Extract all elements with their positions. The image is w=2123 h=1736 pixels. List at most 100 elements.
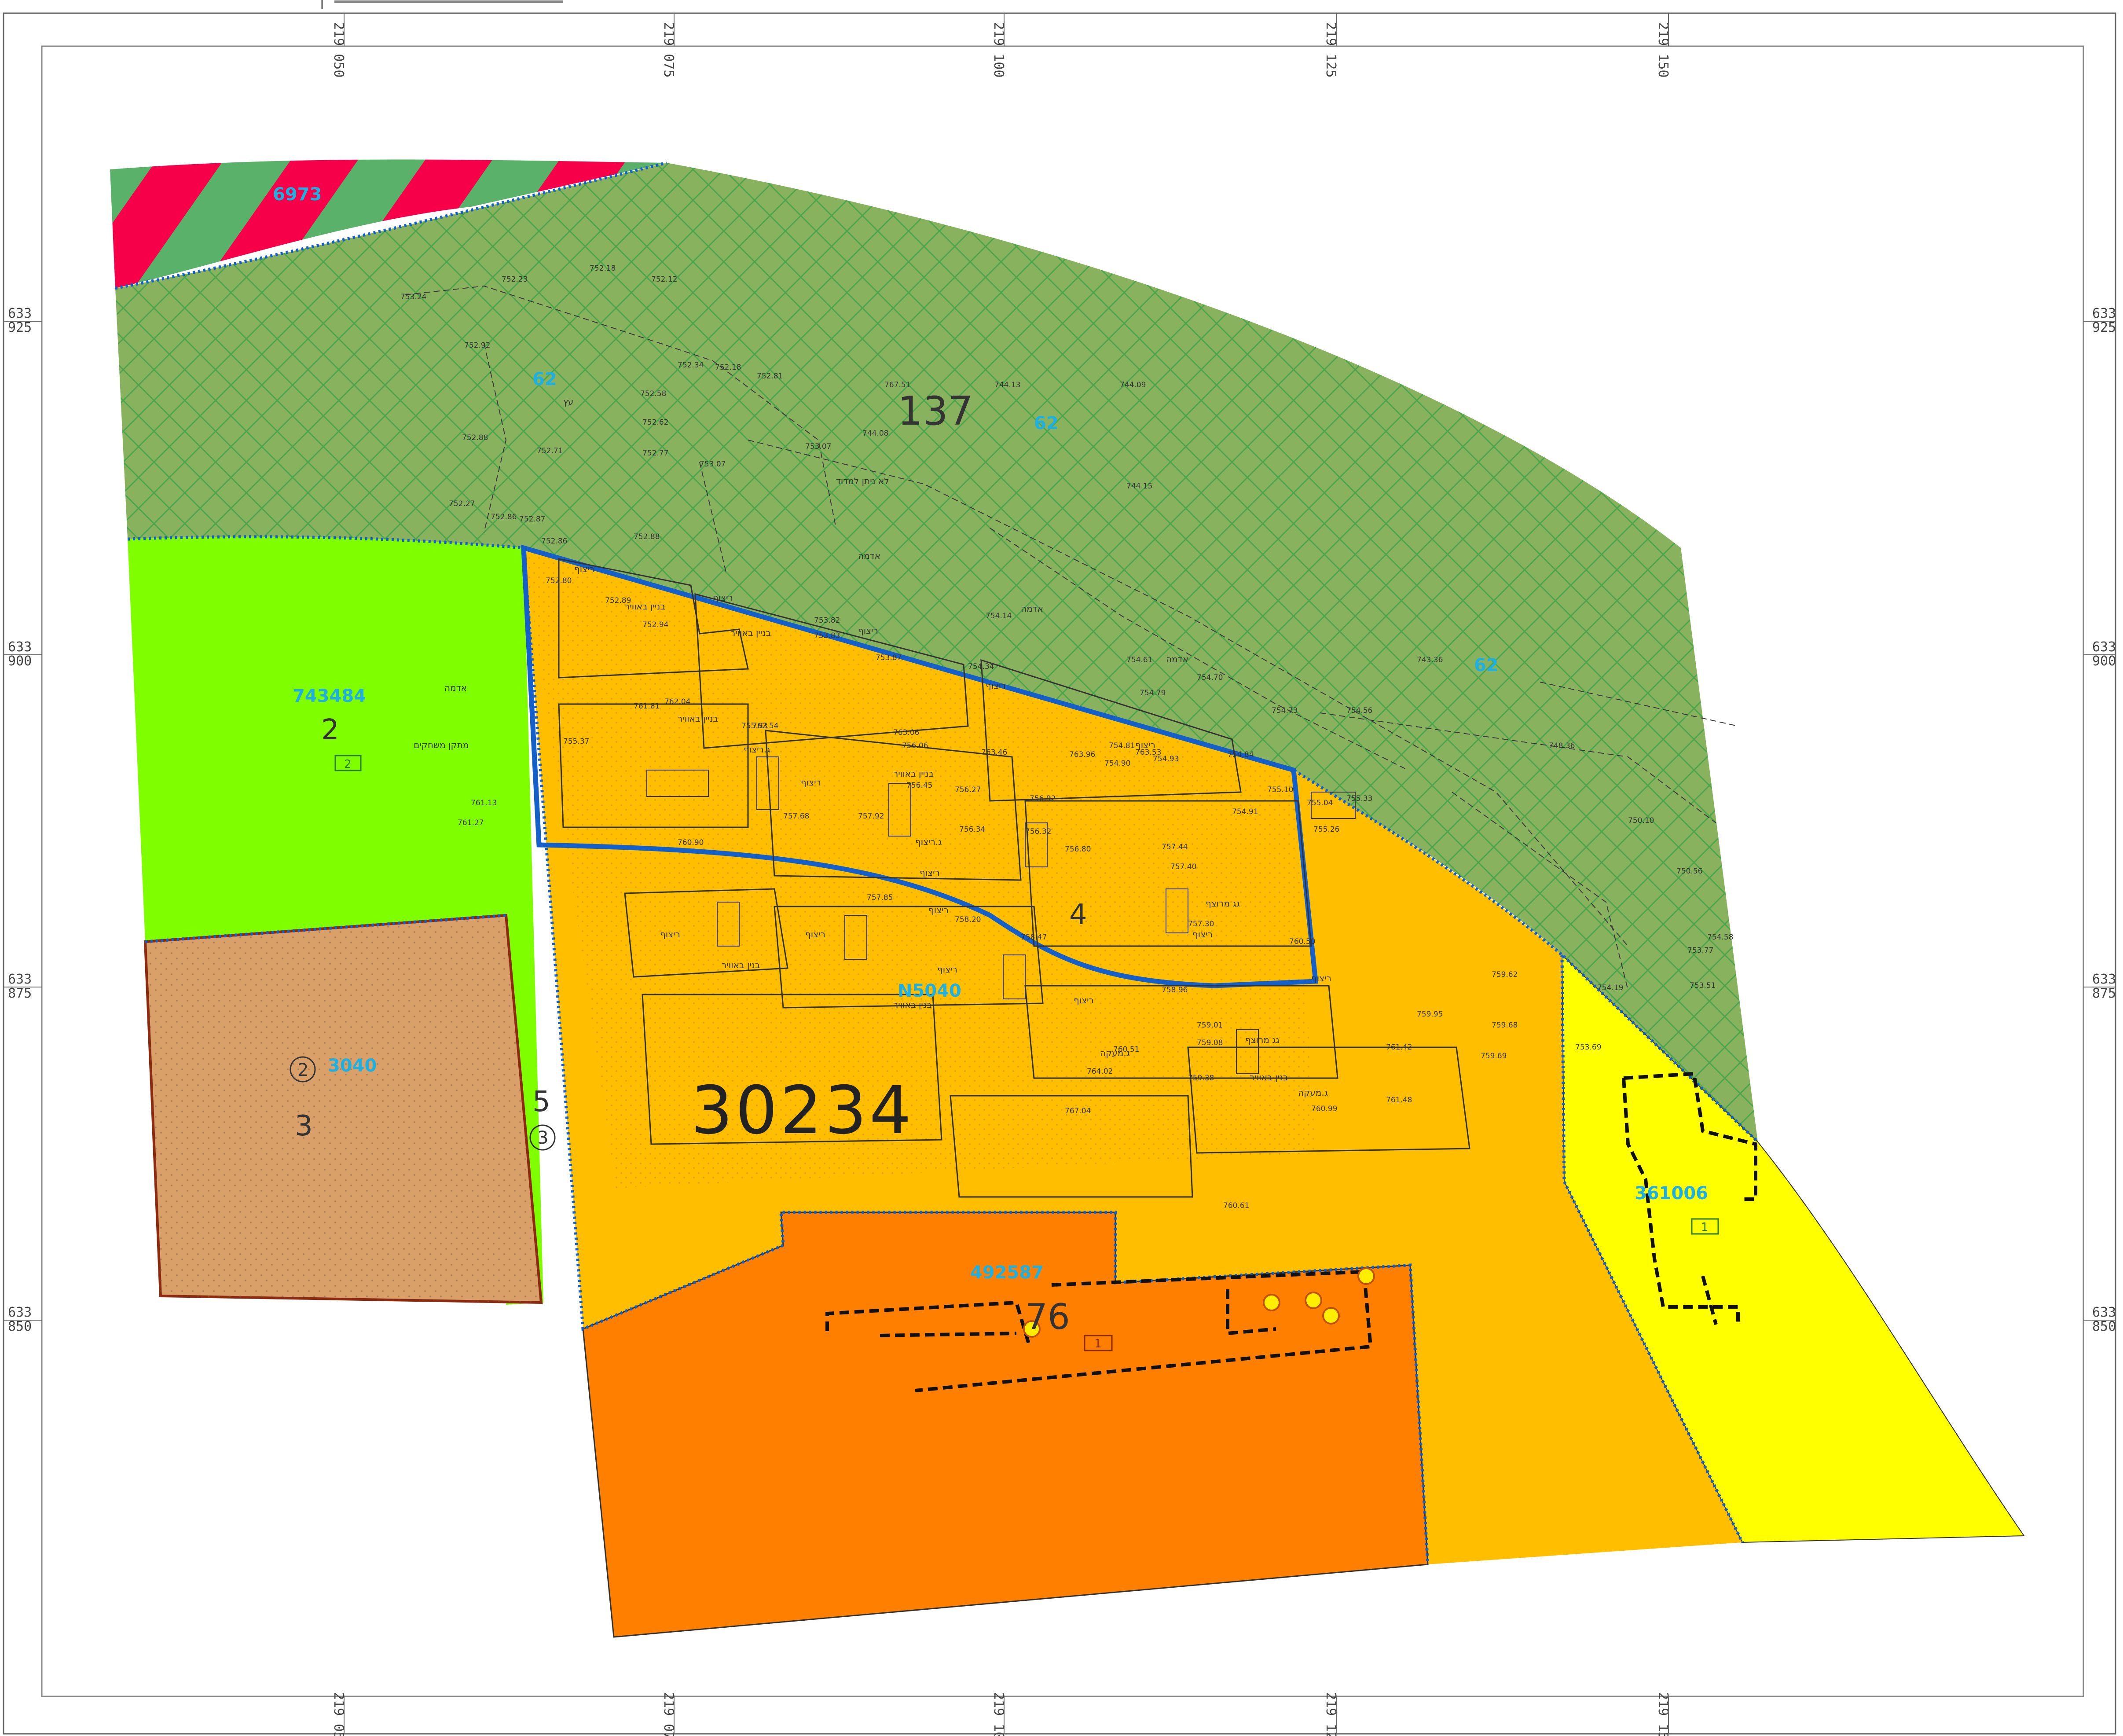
survey-level: 753.69 — [1575, 1043, 1601, 1052]
survey-level: 753.82 — [814, 616, 840, 625]
hebrew-label: ג.מעקה — [1298, 1087, 1328, 1098]
survey-level: 762.54 — [752, 722, 778, 730]
survey-level: 760.61 — [1223, 1201, 1249, 1210]
block-number: 30234 — [691, 1072, 914, 1149]
hebrew-label: ריצוף — [928, 905, 949, 915]
survey-level: 752.92 — [464, 341, 490, 350]
survey-level: 750.10 — [1628, 816, 1654, 825]
survey-level: 754.91 — [1232, 807, 1258, 816]
survey-level: 752.80 — [546, 576, 572, 585]
survey-level: 762.04 — [664, 697, 690, 706]
hebrew-label: ריצוף — [1192, 929, 1213, 940]
survey-level: 759.38 — [1188, 1074, 1214, 1083]
survey-level: 744.15 — [1126, 482, 1152, 491]
lot-number-76: 76 — [1025, 1296, 1070, 1337]
grid-label-left: 875 — [8, 986, 32, 1001]
survey-level: 767.04 — [1065, 1107, 1091, 1116]
survey-level: 756.34 — [959, 825, 985, 834]
hebrew-label: ריצוף — [801, 777, 821, 788]
grid-label-right: 633 — [2092, 306, 2116, 321]
survey-level: 750.56 — [1676, 867, 1702, 876]
plan-id-yellow-east: 361006 — [1635, 1183, 1708, 1204]
survey-level: 759.69 — [1481, 1052, 1507, 1061]
survey-lines — [404, 285, 1738, 991]
yellow-zone — [1561, 954, 2025, 1543]
survey-level: 752.71 — [537, 447, 563, 455]
survey-level: 757.30 — [1188, 920, 1214, 929]
lot-5-circle-number: 3 — [537, 1128, 548, 1148]
survey-level: 758.96 — [1162, 986, 1188, 995]
hebrew-label: ריצוף — [858, 625, 878, 636]
hebrew-label: ריצוף — [660, 929, 680, 940]
hebrew-label: ג.ריצוף — [915, 837, 942, 847]
grid-label-right: 633 — [2092, 972, 2116, 987]
survey-level: 761.42 — [1386, 1043, 1412, 1052]
survey-level: 753.24 — [400, 293, 426, 301]
survey-level: 755.37 — [563, 737, 589, 746]
hebrew-label: אדמה — [858, 551, 880, 561]
hebrew-label: בנין באוויר — [893, 999, 931, 1010]
building-outlines — [558, 558, 1470, 1198]
green-hatch-overlay — [115, 163, 1758, 1142]
survey-level: 743.36 — [1417, 656, 1443, 664]
survey-level: 752.62 — [642, 418, 668, 427]
hebrew-label: מתקן משחקים — [414, 740, 469, 750]
hebrew-label: ריצוף — [805, 929, 825, 940]
grid-label-right: 850 — [2092, 1319, 2116, 1334]
survey-level: 759.95 — [1417, 1010, 1443, 1019]
hebrew-annotations: לא ניתן למדוד אדמה אדמה אדמה ריצוף ריצוף… — [414, 396, 1331, 1098]
grid-label-right: 633 — [2092, 639, 2116, 655]
lot-number-137: 137 — [898, 388, 973, 434]
hebrew-label: בניין באוויר — [893, 768, 934, 779]
survey-level: 752.81 — [757, 372, 783, 381]
hebrew-label: לא ניתן למדוד — [836, 476, 889, 486]
survey-level: 760.50 — [1289, 937, 1315, 946]
survey-level: 753.07 — [700, 460, 726, 469]
lot-number-5: 5 — [532, 1086, 550, 1118]
survey-level: 752.86 — [541, 537, 567, 546]
light-green-zone — [128, 536, 543, 1305]
plan-area-outline — [521, 544, 1319, 988]
survey-level: 754.84 — [1228, 750, 1254, 759]
survey-level: 748.36 — [1549, 741, 1575, 750]
grid-label-left: 633 — [8, 639, 32, 655]
survey-level: 752.94 — [642, 620, 668, 629]
hebrew-label: אדמה — [1021, 603, 1043, 614]
survey-level: 754.56 — [1346, 706, 1372, 715]
lot-3-circle — [290, 1056, 316, 1083]
hebrew-label: ריצוף — [1311, 973, 1331, 984]
survey-level: 756.92 — [1030, 794, 1056, 803]
lot-2-box — [334, 755, 362, 771]
survey-level: 757.68 — [783, 812, 809, 821]
survey-level: 759.01 — [1197, 1021, 1223, 1030]
grid-label-left: 633 — [8, 972, 32, 987]
grid-label-left: 633 — [8, 1305, 32, 1320]
survey-level: 767.51 — [884, 381, 910, 389]
plan-id-green-north-c: 62 — [1474, 655, 1499, 675]
survey-level: 756.80 — [1065, 845, 1091, 854]
survey-level: 744.09 — [1120, 381, 1146, 389]
survey-level: 754.14 — [986, 612, 1012, 620]
lot-76-box — [1084, 1335, 1113, 1351]
survey-level: 744.08 — [862, 429, 888, 438]
lot-76-box-label: 1 — [1094, 1337, 1102, 1351]
survey-level: 763.06 — [893, 728, 919, 737]
plan-id-green-north-b: 62 — [1034, 413, 1059, 433]
hebrew-label: ריצוף — [1074, 995, 1094, 1006]
survey-level: 752.23 — [502, 275, 528, 284]
survey-level: 758.47 — [1021, 933, 1047, 942]
survey-level: 752.34 — [678, 361, 704, 370]
lot-number-2: 2 — [321, 714, 339, 746]
survey-level: 754.70 — [1197, 673, 1223, 682]
survey-level: 754.34 — [968, 662, 994, 671]
survey-level: 754.93 — [1153, 755, 1179, 763]
survey-level: 754.73 — [1272, 706, 1298, 715]
grid-label-right: 875 — [2092, 986, 2116, 1001]
survey-level: 757.92 — [858, 812, 884, 821]
survey-level: 763.46 — [981, 748, 1007, 757]
orange-dots-overlay — [524, 550, 1316, 1188]
survey-level: 752.77 — [642, 449, 668, 458]
survey-level: 754.61 — [1126, 656, 1152, 664]
plan-id-orange-center: N5040 — [898, 981, 961, 1001]
stair-blocks — [646, 756, 1356, 1074]
